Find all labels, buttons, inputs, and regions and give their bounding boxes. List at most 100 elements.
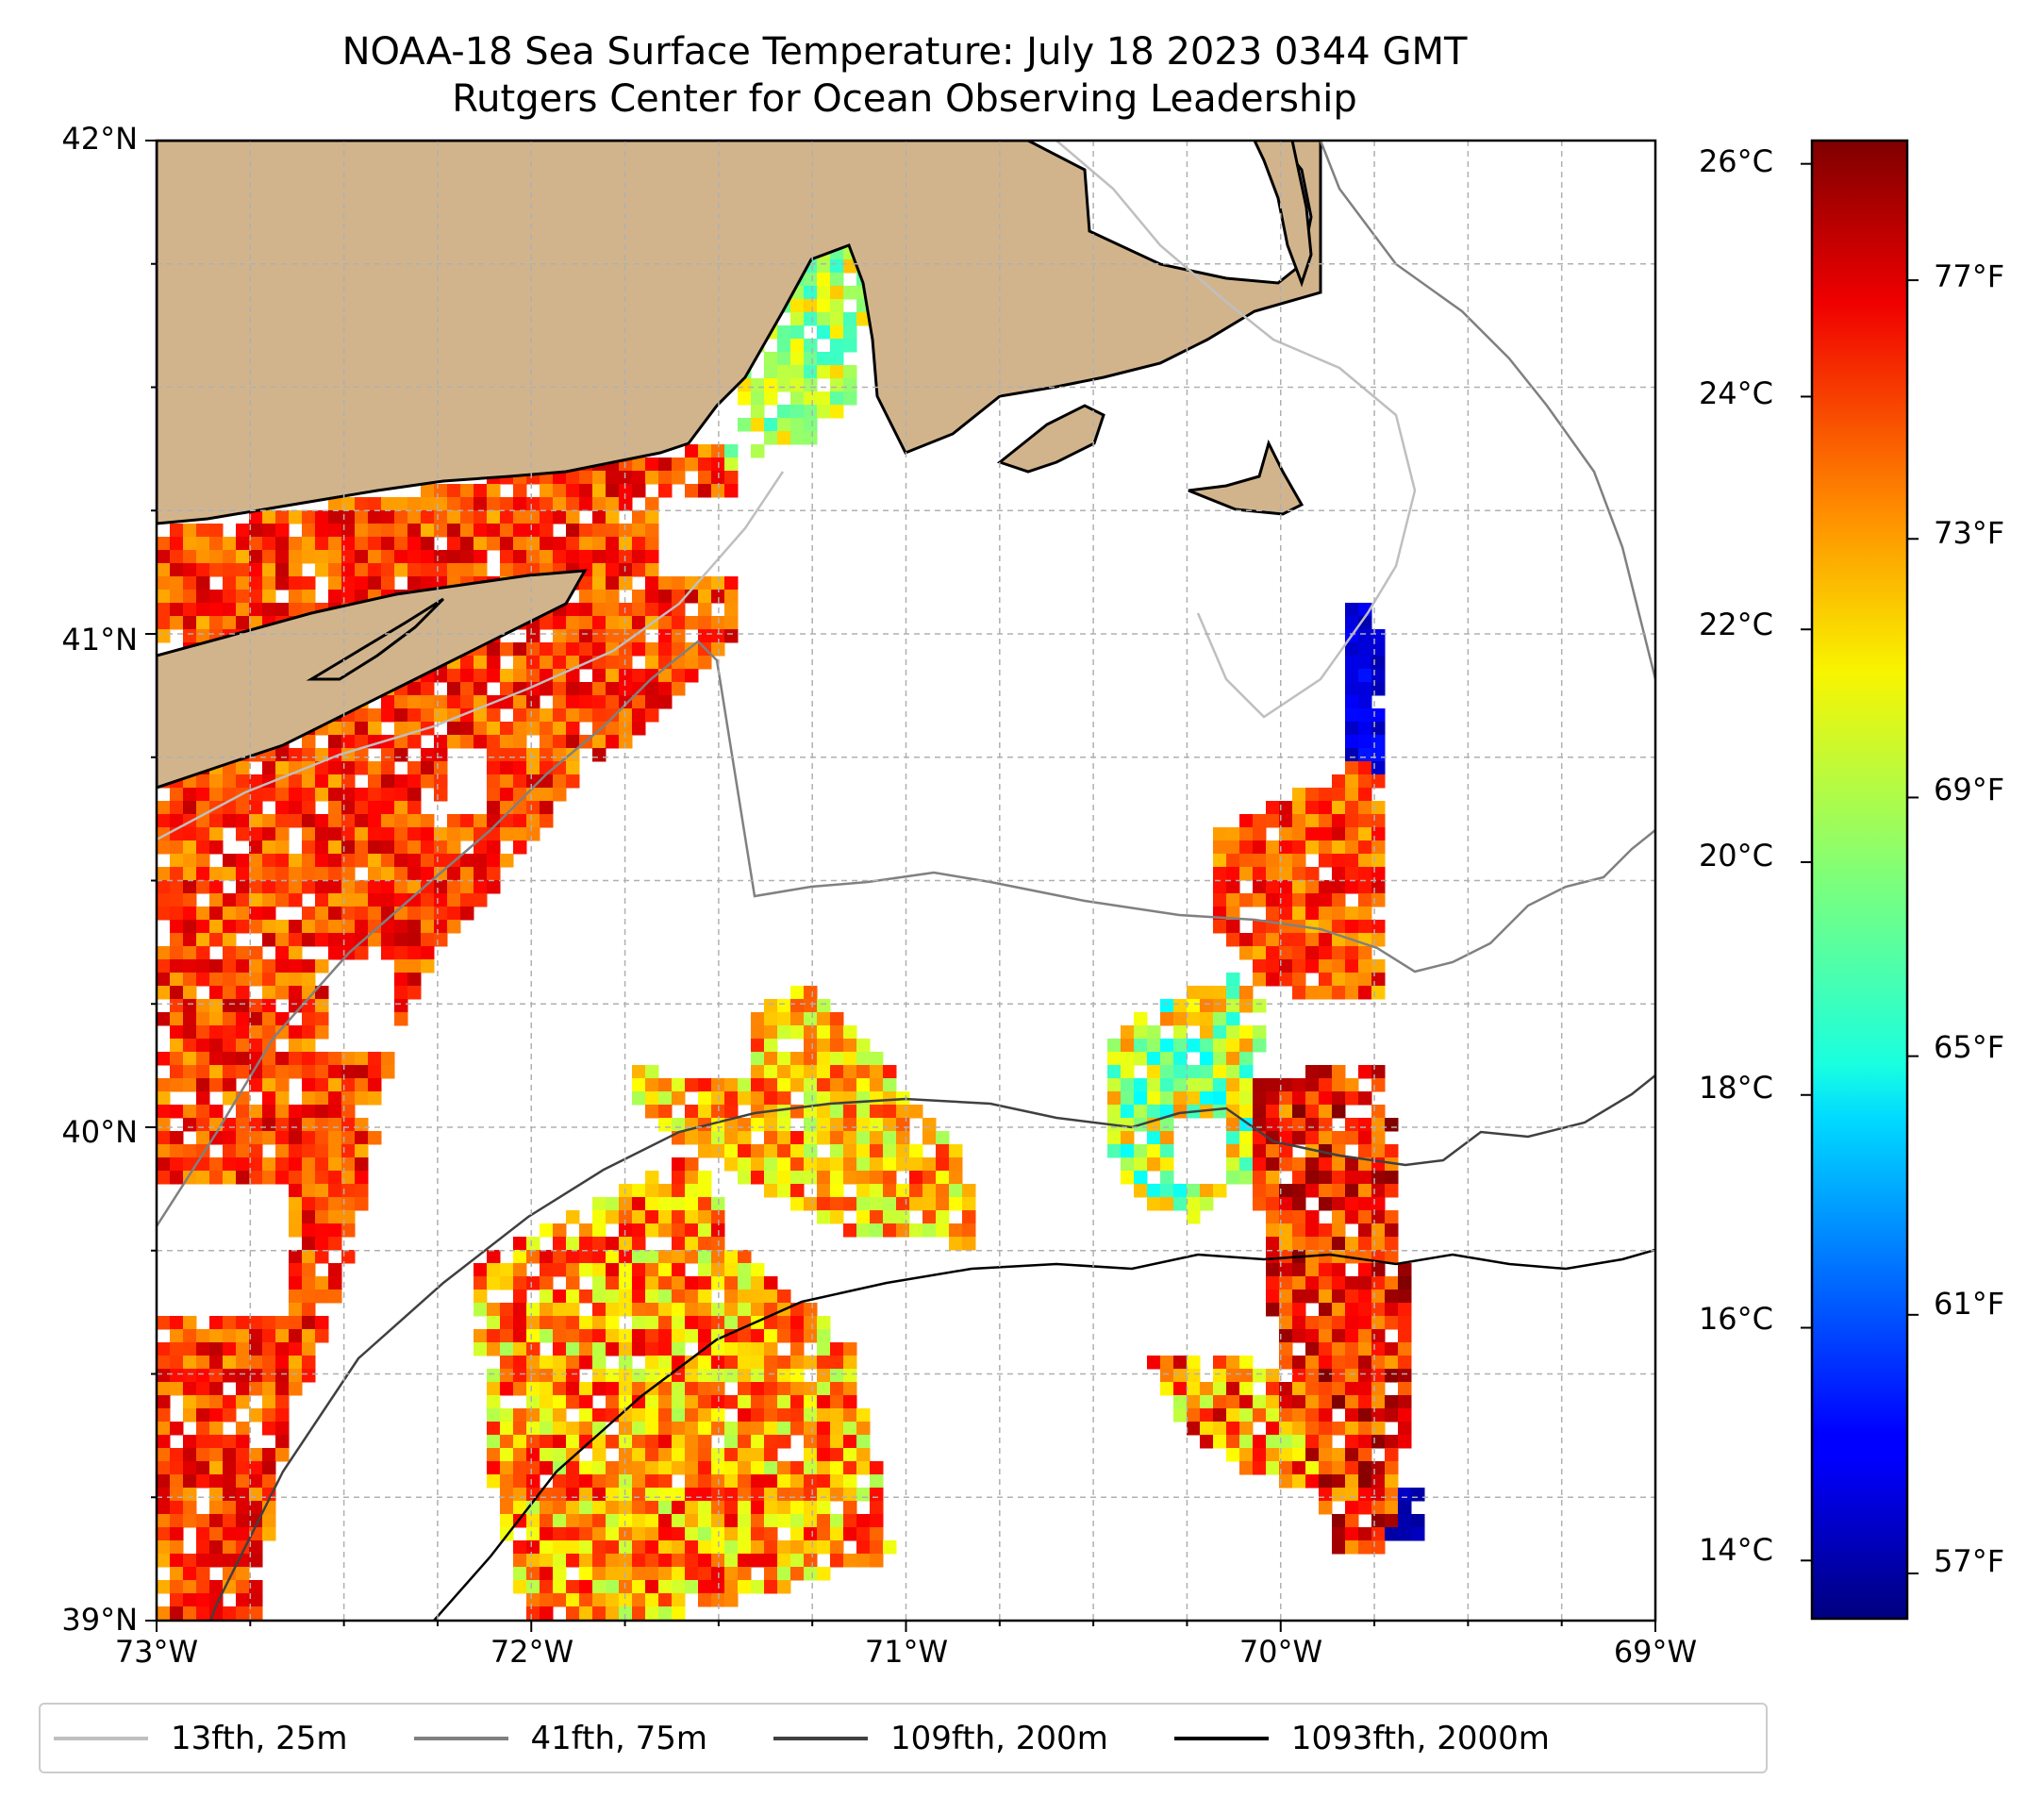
sst-cell: [223, 1118, 237, 1132]
sst-cell: [513, 524, 527, 538]
sst-cell: [724, 1157, 739, 1172]
sst-cell: [1134, 1025, 1148, 1040]
sst-cell: [1147, 1052, 1161, 1066]
sst-cell: [1371, 1488, 1386, 1502]
sst-cell: [196, 576, 210, 591]
sst-cell: [790, 1052, 805, 1066]
sst-cell: [843, 1435, 857, 1449]
sst-cell: [1239, 946, 1254, 960]
sst-cell: [1385, 1474, 1399, 1489]
sst-cell: [315, 1223, 329, 1238]
sst-cell: [223, 1171, 237, 1185]
sst-cell: [1160, 1197, 1174, 1211]
legend-label-2000m: 1093fth, 2000m: [1290, 1719, 1550, 1757]
sst-cell: [632, 1527, 646, 1541]
sst-cell: [249, 524, 263, 538]
sst-cell: [936, 1210, 950, 1224]
sst-cell: [474, 840, 488, 855]
sst-cell: [275, 1144, 290, 1158]
sst-cell: [566, 616, 580, 630]
sst-cell: [1398, 1276, 1412, 1290]
sst-cell: [407, 814, 422, 828]
sst-cell: [170, 1369, 184, 1383]
sst-cell: [196, 563, 210, 577]
sst-cell: [566, 774, 580, 789]
sst-cell: [196, 973, 210, 987]
sst-cell: [421, 814, 435, 828]
sst-cell: [804, 1012, 818, 1026]
sst-cell: [196, 907, 210, 921]
isobath-75m: [157, 141, 1655, 1227]
sst-cell: [1292, 1356, 1306, 1370]
sst-cell: [738, 1382, 752, 1396]
sst-cell: [949, 1197, 963, 1211]
sst-cell: [526, 1316, 540, 1330]
sst-cell: [619, 735, 633, 749]
sst-cell: [526, 1303, 540, 1317]
sst-cell: [1398, 1342, 1412, 1356]
sst-cell: [645, 510, 659, 524]
sst-cell: [711, 629, 725, 643]
sst-data-layer: [157, 246, 1425, 1621]
sst-cell: [289, 1039, 303, 1053]
sst-cell: [1305, 959, 1320, 973]
sst-cell: [487, 867, 501, 881]
sst-cell: [341, 840, 356, 855]
sst-cell: [553, 1329, 567, 1343]
sst-cell: [421, 840, 435, 855]
sst-cell: [1279, 1223, 1293, 1238]
sst-cell: [249, 827, 263, 841]
sst-cell: [711, 1105, 725, 1119]
sst-cell: [447, 840, 461, 855]
sst-cell: [183, 854, 197, 868]
sst-cell: [355, 550, 369, 564]
sst-cell: [209, 1065, 224, 1079]
sst-cell: [315, 1144, 329, 1158]
figure-title-line2: Rutgers Center for Ocean Observing Leade…: [452, 77, 1357, 121]
sst-cell: [302, 510, 316, 524]
sst-cell: [1358, 1276, 1372, 1290]
sst-cell: [1305, 1342, 1320, 1356]
sst-cell: [487, 1422, 501, 1436]
sst-cell: [1266, 1395, 1280, 1409]
sst-cell: [566, 748, 580, 762]
sst-cell: [513, 1501, 527, 1515]
sst-cell: [843, 1144, 857, 1158]
sst-cell: [672, 669, 686, 683]
sst-cell: [566, 1527, 580, 1541]
sst-cell: [209, 1474, 224, 1489]
sst-cell: [474, 1276, 488, 1290]
sst-cell: [249, 973, 263, 987]
sst-cell: [500, 1356, 514, 1370]
sst-cell: [526, 788, 540, 802]
sst-cell: [606, 1435, 620, 1449]
sst-cell: [355, 1065, 369, 1079]
sst-cell: [645, 1210, 659, 1224]
sst-cell: [249, 1356, 263, 1370]
sst-cell: [632, 1329, 646, 1343]
sst-cell: [1319, 1488, 1333, 1502]
sst-cell: [341, 550, 356, 564]
sst-cell: [698, 1356, 712, 1370]
sst-cell: [1292, 907, 1306, 921]
sst-cell: [764, 1567, 778, 1581]
sst-cell: [870, 1474, 884, 1489]
sst-cell: [1371, 933, 1386, 947]
sst-cell: [1305, 1435, 1320, 1449]
sst-cell: [262, 1118, 276, 1132]
sst-cell: [183, 1461, 197, 1475]
sst-cell: [817, 1395, 831, 1409]
sst-cell: [434, 907, 448, 921]
sst-cell: [196, 1435, 210, 1449]
sst-cell: [1319, 1435, 1333, 1449]
sst-cell: [289, 1382, 303, 1396]
sst-cell: [830, 1105, 844, 1119]
sst-cell: [1371, 1316, 1386, 1330]
sst-cell: [1134, 1012, 1148, 1026]
sst-cell: [724, 603, 739, 617]
sst-cell: [540, 708, 554, 723]
sst-cell: [1305, 1065, 1320, 1079]
sst-cell: [856, 1554, 871, 1568]
sst-cell: [381, 550, 395, 564]
sst-cell: [764, 1435, 778, 1449]
